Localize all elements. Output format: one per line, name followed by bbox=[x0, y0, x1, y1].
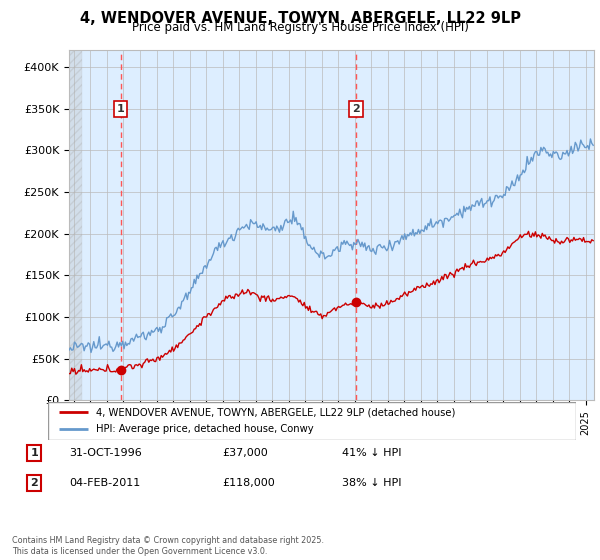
Text: £118,000: £118,000 bbox=[222, 478, 275, 488]
Text: 4, WENDOVER AVENUE, TOWYN, ABERGELE, LL22 9LP (detached house): 4, WENDOVER AVENUE, TOWYN, ABERGELE, LL2… bbox=[95, 407, 455, 417]
Text: Contains HM Land Registry data © Crown copyright and database right 2025.
This d: Contains HM Land Registry data © Crown c… bbox=[12, 536, 324, 556]
Text: 04-FEB-2011: 04-FEB-2011 bbox=[69, 478, 140, 488]
Text: 2: 2 bbox=[352, 104, 360, 114]
Text: 4, WENDOVER AVENUE, TOWYN, ABERGELE, LL22 9LP: 4, WENDOVER AVENUE, TOWYN, ABERGELE, LL2… bbox=[79, 11, 521, 26]
Text: 38% ↓ HPI: 38% ↓ HPI bbox=[342, 478, 401, 488]
Text: 41% ↓ HPI: 41% ↓ HPI bbox=[342, 448, 401, 458]
Text: 2: 2 bbox=[31, 478, 38, 488]
Text: HPI: Average price, detached house, Conwy: HPI: Average price, detached house, Conw… bbox=[95, 424, 313, 434]
Bar bbox=[69, 50, 82, 400]
Text: 31-OCT-1996: 31-OCT-1996 bbox=[69, 448, 142, 458]
Text: £37,000: £37,000 bbox=[222, 448, 268, 458]
Text: Price paid vs. HM Land Registry's House Price Index (HPI): Price paid vs. HM Land Registry's House … bbox=[131, 21, 469, 34]
Text: 1: 1 bbox=[31, 448, 38, 458]
Text: 1: 1 bbox=[117, 104, 125, 114]
FancyBboxPatch shape bbox=[48, 402, 576, 440]
